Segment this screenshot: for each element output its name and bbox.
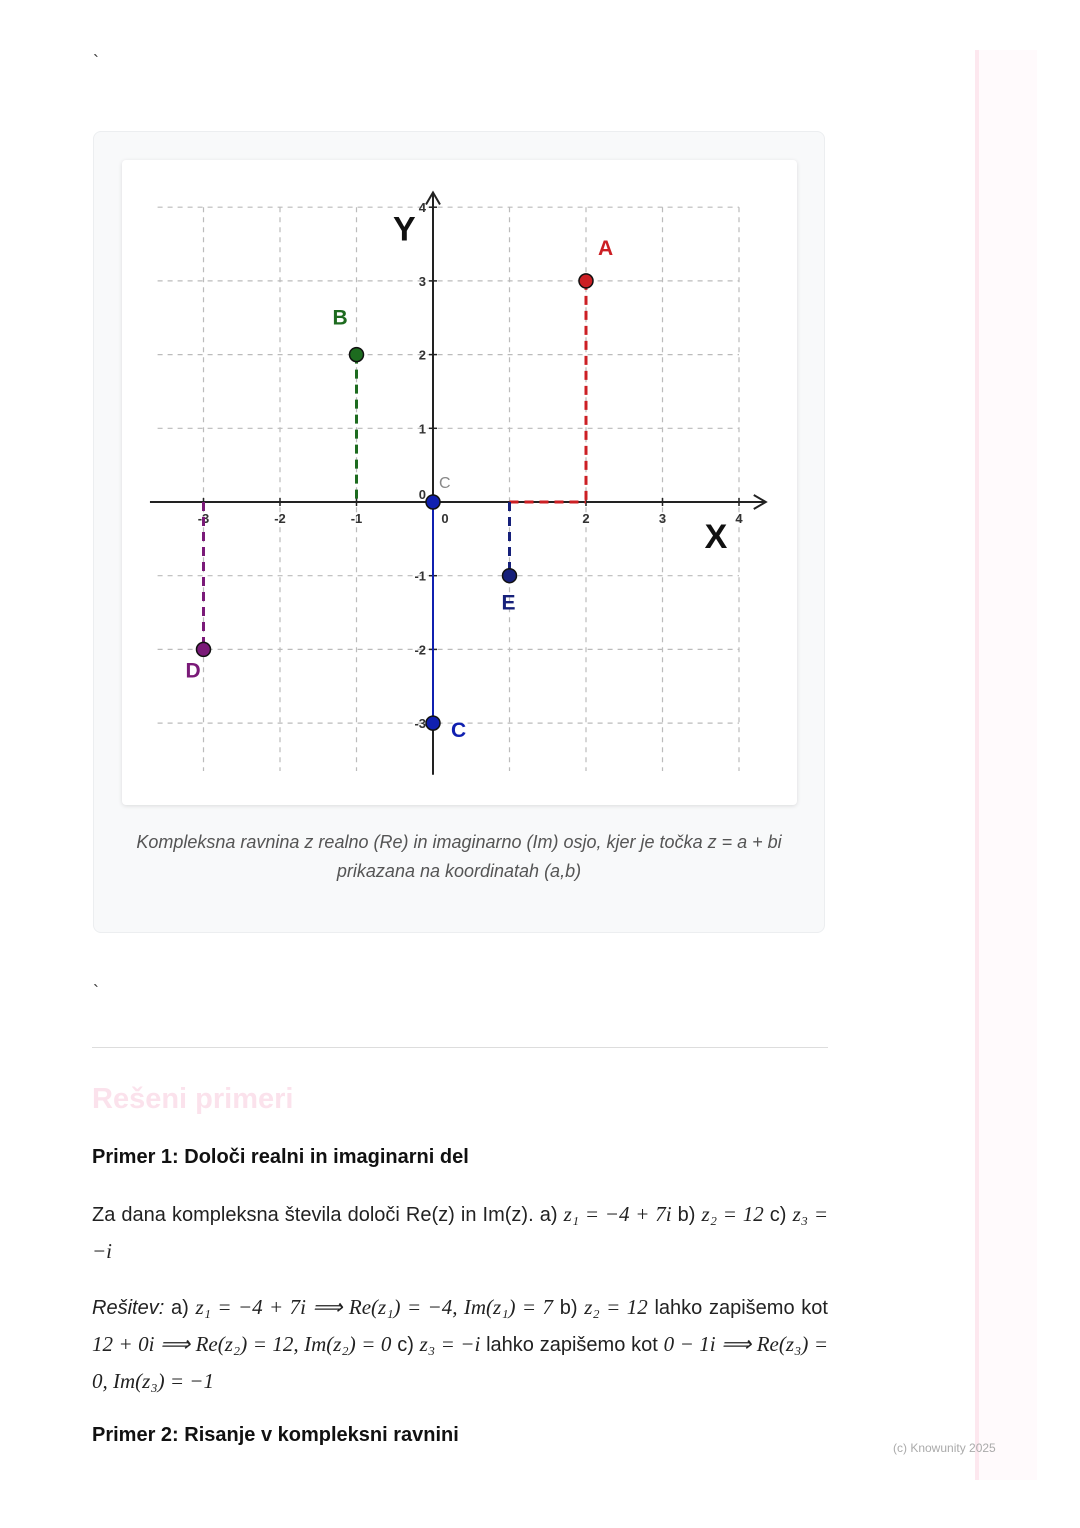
point-c: [425, 494, 441, 510]
y-tick-label: 3: [419, 274, 426, 289]
stray-backtick: `: [93, 52, 99, 72]
math: z₂ = 12: [701, 1202, 764, 1226]
math: 12 + 0i ⟹ Re(z₂) = 12, Im(z₂) = 0: [92, 1332, 392, 1356]
math: 0 − 1i ⟹ Re(z₃) = 0, Im(z₃) = −1: [92, 1332, 828, 1393]
point-e: [501, 567, 518, 584]
example-1-title: Primer 1: Določi realni in imaginarni de…: [92, 1146, 469, 1168]
text: b): [553, 1297, 585, 1319]
x-tick-label: 2: [582, 511, 589, 526]
text: Za dana kompleksna števila določi Re(z) …: [92, 1204, 564, 1226]
x-axis-arrow: [753, 494, 768, 510]
divider: [92, 1047, 828, 1048]
text: c): [391, 1334, 420, 1356]
math: z₂ = 12: [584, 1295, 648, 1319]
point-a: [578, 273, 594, 289]
x-tick-label: 0: [441, 511, 448, 526]
y-tick-label: 4: [419, 200, 427, 215]
x-tick-label: -1: [351, 511, 363, 526]
x-tick-label: 4: [735, 511, 743, 526]
y-tick-label: 2: [419, 348, 426, 363]
example-1-task: Za dana kompleksna števila določi Re(z) …: [92, 1196, 828, 1270]
math: z₃ = −i: [419, 1332, 481, 1356]
section-title: Rešeni primeri: [92, 1083, 294, 1115]
stray-backtick: `: [93, 982, 99, 1002]
right-sidebar: [975, 50, 1037, 1480]
text: c): [763, 1204, 793, 1226]
y-tick-label: 1: [419, 421, 426, 436]
example-2-title: Primer 2: Risanje v kompleksni ravnini: [92, 1424, 459, 1446]
math: z₁ = −4 + 7i ⟹ Re(z₁) = −4, Im(z₁) = 7: [195, 1295, 553, 1319]
math: z₁ = −4 + 7i: [563, 1202, 672, 1226]
text: lahko zapišemo kot: [647, 1297, 828, 1319]
x-tick-label: 3: [659, 511, 666, 526]
text: lahko zapišemo kot: [480, 1334, 664, 1356]
y-tick-label: -3: [414, 716, 426, 731]
y-tick-label: 0: [419, 487, 426, 502]
copyright: (c) Knowunity 2025: [893, 1441, 996, 1455]
y-axis-arrow: [425, 190, 441, 205]
point-label: E: [502, 592, 516, 615]
y-tick-label: -1: [414, 569, 426, 584]
point-d: [195, 641, 212, 658]
point-label: D: [186, 659, 201, 682]
point-label: C: [451, 719, 466, 742]
x-axis-label: X: [705, 518, 728, 556]
x-tick-label: -2: [274, 511, 286, 526]
y-axis-label: Y: [393, 210, 416, 248]
solution-label: Rešitev:: [92, 1297, 165, 1319]
point-label: B: [333, 307, 348, 330]
text: b): [671, 1204, 702, 1226]
text: a): [164, 1297, 196, 1319]
point-label: A: [598, 237, 613, 260]
figure-caption: Kompleksna ravnina z realno (Re) in imag…: [136, 832, 782, 881]
example-1-solution: Rešitev: a) z₁ = −4 + 7i ⟹ Re(z₁) = −4, …: [92, 1289, 828, 1400]
point-c: [425, 715, 441, 731]
math: z₃ = −i: [92, 1202, 828, 1263]
y-tick-label: -2: [414, 642, 426, 657]
point-label: C: [439, 475, 451, 492]
point-b: [348, 346, 365, 363]
